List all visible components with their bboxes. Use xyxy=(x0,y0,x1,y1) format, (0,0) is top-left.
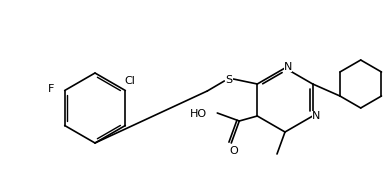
Text: S: S xyxy=(226,75,233,85)
Text: F: F xyxy=(48,83,55,93)
Text: N: N xyxy=(284,62,292,72)
Text: O: O xyxy=(229,146,238,156)
Text: N: N xyxy=(312,111,320,121)
Text: HO: HO xyxy=(190,109,207,119)
Text: Cl: Cl xyxy=(125,75,136,85)
